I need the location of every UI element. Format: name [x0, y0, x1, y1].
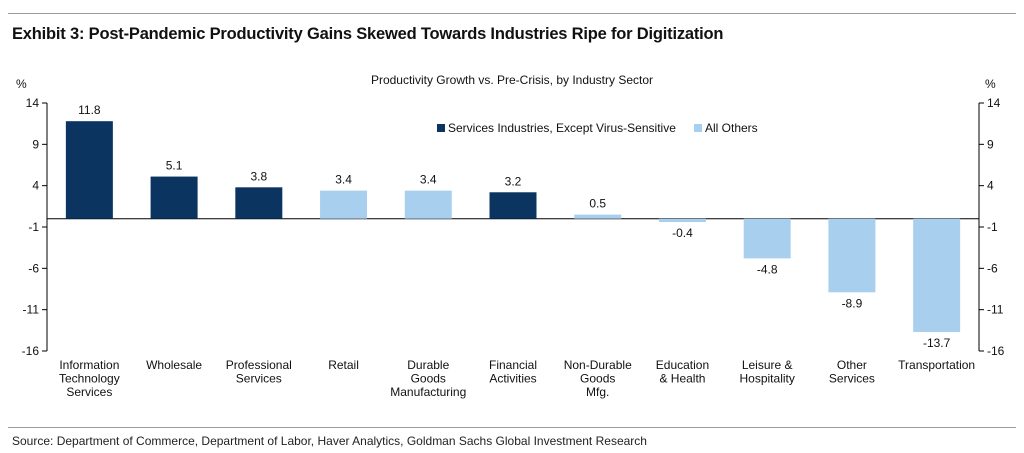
legend: Services Industries, Except Virus-Sensit… — [437, 121, 758, 135]
bar-value-label: 11.8 — [78, 103, 101, 117]
legend-label-others: All Others — [705, 121, 758, 135]
bar — [404, 190, 452, 219]
bar — [65, 121, 113, 219]
y-tick-label-left: 14 — [26, 96, 40, 110]
bar — [574, 214, 622, 219]
y-axis-label-right: % — [985, 77, 996, 91]
legend-swatch-services — [437, 124, 445, 132]
bar-value-label: -8.9 — [842, 296, 863, 310]
category-label: Financial — [489, 358, 537, 372]
bar-value-label: 3.4 — [420, 173, 437, 187]
chart-title: Productivity Growth vs. Pre-Crisis, by I… — [371, 73, 653, 87]
y-tick-label-right: 4 — [987, 179, 994, 193]
category-label: Activities — [489, 372, 536, 386]
category-label: Leisure & — [742, 358, 793, 372]
y-tick-label-right: -1 — [987, 220, 998, 234]
top-rule — [8, 13, 1016, 14]
category-label: Information — [59, 358, 119, 372]
bar — [150, 176, 198, 219]
category-label: Non-Durable — [564, 358, 632, 372]
category-label: Services — [236, 372, 282, 386]
category-label: Retail — [328, 358, 359, 372]
category-label: Education — [656, 358, 709, 372]
legend-swatch-others — [694, 124, 702, 132]
y-tick-label-left: -1 — [28, 220, 39, 234]
bar — [658, 218, 706, 223]
axes: 14 14 9 9 4 4 -1 -1 -6 -6 -11 -11 -16 -16 — [22, 96, 1005, 358]
category-label: Mfg. — [586, 385, 609, 399]
y-tick-label-left: 4 — [32, 179, 39, 193]
legend-label-services: Services Industries, Except Virus-Sensit… — [448, 121, 676, 135]
bar-value-label: -0.4 — [672, 226, 693, 240]
category-label: Services — [66, 385, 112, 399]
category-label: Transportation — [898, 358, 975, 372]
y-tick-label-right: -11 — [987, 303, 1004, 317]
source-note: Source: Department of Commerce, Departme… — [12, 434, 647, 448]
category-label: Services — [829, 372, 875, 386]
y-tick-label-left: -11 — [23, 303, 40, 317]
bar-value-label: -13.7 — [923, 336, 951, 350]
bar-value-label: 5.1 — [166, 159, 183, 173]
exhibit-title: Exhibit 3: Post-Pandemic Productivity Ga… — [12, 25, 724, 43]
y-tick-label-right: 14 — [987, 96, 1001, 110]
bar — [828, 218, 876, 293]
bar — [235, 187, 283, 219]
y-tick-label-right: 9 — [987, 137, 994, 151]
category-label: Other — [837, 358, 867, 372]
bar — [320, 190, 368, 219]
bar — [489, 192, 537, 219]
bar-value-label: 3.8 — [250, 169, 267, 183]
category-label: Wholesale — [146, 358, 202, 372]
y-tick-label-left: -16 — [22, 344, 40, 358]
category-label: Manufacturing — [390, 385, 466, 399]
bar-value-label: 0.5 — [589, 197, 606, 211]
labels: 11.8InformationTechnologyServices5.1Whol… — [59, 103, 975, 399]
category-label: Technology — [59, 372, 120, 386]
category-label: Goods — [411, 372, 446, 386]
category-label: Hospitality — [740, 372, 795, 386]
category-label: Professional — [226, 358, 292, 372]
category-label: Durable — [407, 358, 449, 372]
y-tick-label-left: -6 — [28, 261, 39, 275]
category-label: & Health — [659, 372, 705, 386]
y-tick-label-right: -16 — [987, 344, 1005, 358]
bar-value-label: -4.8 — [757, 262, 778, 276]
bar-value-label: 3.4 — [335, 173, 352, 187]
bar-value-label: 3.2 — [505, 174, 522, 188]
bars — [65, 121, 961, 332]
y-tick-label-left: 9 — [32, 137, 39, 151]
bottom-rule — [8, 427, 1016, 428]
category-label: Goods — [580, 372, 615, 386]
bar — [743, 218, 791, 259]
y-tick-label-right: -6 — [987, 261, 998, 275]
y-axis-label-left: % — [16, 77, 27, 91]
bar — [913, 218, 961, 332]
